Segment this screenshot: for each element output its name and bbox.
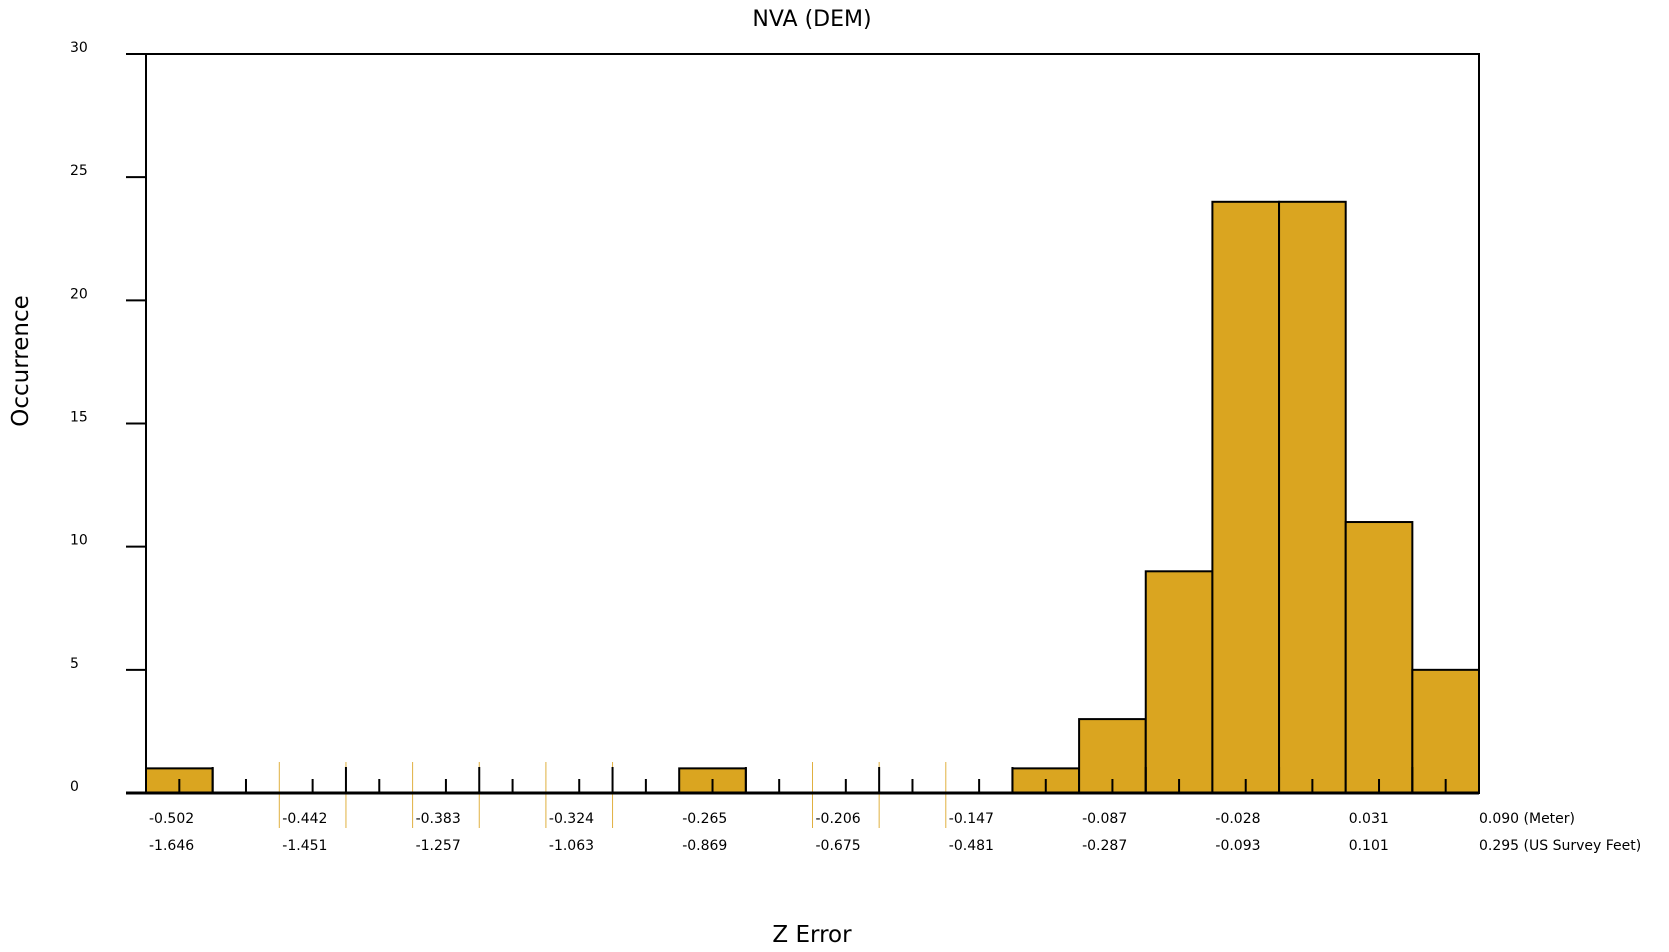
y-axis-ticks: 0 5 10 15 20 25 30 (70, 40, 146, 795)
y-tick-label: 20 (70, 286, 88, 302)
x-tick-label-feet: -0.093 (1215, 838, 1260, 854)
x-tick-label-feet: -0.481 (949, 838, 994, 854)
x-tick-label-meter: -0.028 (1215, 811, 1260, 827)
y-tick-label: 25 (70, 163, 88, 179)
histogram-bars (145, 200, 1480, 795)
x-tick-label-meter: 0.031 (1349, 811, 1389, 827)
histogram-bar (1144, 570, 1214, 794)
x-axis-title: Z Error (772, 922, 852, 948)
histogram-bar (1411, 668, 1480, 794)
histogram-bar (1211, 200, 1281, 795)
histogram-bar (1344, 521, 1414, 794)
chart-title: NVA (DEM) (752, 7, 871, 32)
histogram-bar (1278, 200, 1347, 795)
x-tick-label-feet: -0.287 (1082, 838, 1127, 854)
y-tick-label: 15 (70, 410, 88, 426)
x-tick-label-meter: 0.090 (Meter) (1479, 811, 1575, 827)
x-tick-label-meter: -0.502 (149, 811, 194, 827)
y-axis-title: Occurrence (8, 295, 34, 427)
x-tick-label-meter: -0.324 (549, 811, 594, 827)
x-tick-label-feet: -0.675 (816, 838, 861, 854)
x-tick-label-feet: -0.869 (682, 838, 727, 854)
y-tick-label: 10 (70, 533, 88, 549)
x-axis-tick-labels: -0.502 -1.646 -0.442 -1.451 -0.383 -1.257 -0.3… (149, 811, 1641, 854)
x-tick-label-feet: -1.451 (282, 838, 327, 854)
x-tick-label-meter: -0.265 (682, 811, 727, 827)
x-minor-ticks (178, 767, 1447, 793)
y-tick-label: 30 (70, 40, 88, 56)
x-tick-label-meter: -0.206 (816, 811, 861, 827)
x-tick-label-meter: -0.147 (949, 811, 994, 827)
x-tick-label-feet: 0.295 (US Survey Feet) (1479, 838, 1641, 854)
x-tick-label-meter: -0.087 (1082, 811, 1127, 827)
x-tick-label-meter: -0.442 (282, 811, 327, 827)
x-tick-label-feet: 0.101 (1349, 838, 1389, 854)
y-tick-label: 5 (70, 656, 79, 672)
x-tick-label-feet: -1.646 (149, 838, 194, 854)
y-tick-label: 0 (70, 779, 79, 795)
x-tick-label-feet: -1.257 (416, 838, 461, 854)
x-tick-label-meter: -0.383 (416, 811, 461, 827)
x-tick-label-feet: -1.063 (549, 838, 594, 854)
